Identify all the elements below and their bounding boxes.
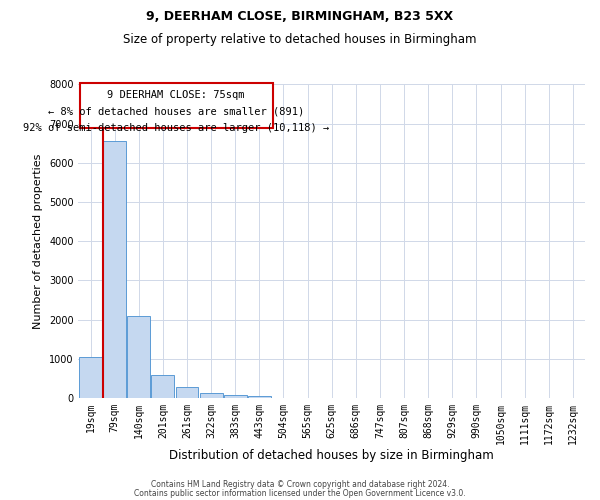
Y-axis label: Number of detached properties: Number of detached properties <box>34 154 43 329</box>
Text: Contains HM Land Registry data © Crown copyright and database right 2024.: Contains HM Land Registry data © Crown c… <box>151 480 449 489</box>
Text: Contains public sector information licensed under the Open Government Licence v3: Contains public sector information licen… <box>134 488 466 498</box>
Bar <box>200 394 223 398</box>
Text: ← 8% of detached houses are smaller (891): ← 8% of detached houses are smaller (891… <box>48 107 304 117</box>
Bar <box>103 142 126 398</box>
Bar <box>127 316 150 398</box>
Bar <box>151 375 175 398</box>
Text: 9, DEERHAM CLOSE, BIRMINGHAM, B23 5XX: 9, DEERHAM CLOSE, BIRMINGHAM, B23 5XX <box>146 10 454 23</box>
X-axis label: Distribution of detached houses by size in Birmingham: Distribution of detached houses by size … <box>169 450 494 462</box>
Bar <box>248 396 271 398</box>
Text: 9 DEERHAM CLOSE: 75sqm: 9 DEERHAM CLOSE: 75sqm <box>107 90 245 100</box>
FancyBboxPatch shape <box>80 82 272 128</box>
Bar <box>176 388 199 398</box>
Text: 92% of semi-detached houses are larger (10,118) →: 92% of semi-detached houses are larger (… <box>23 122 329 132</box>
Bar <box>79 357 102 398</box>
Bar <box>224 395 247 398</box>
Text: Size of property relative to detached houses in Birmingham: Size of property relative to detached ho… <box>123 32 477 46</box>
